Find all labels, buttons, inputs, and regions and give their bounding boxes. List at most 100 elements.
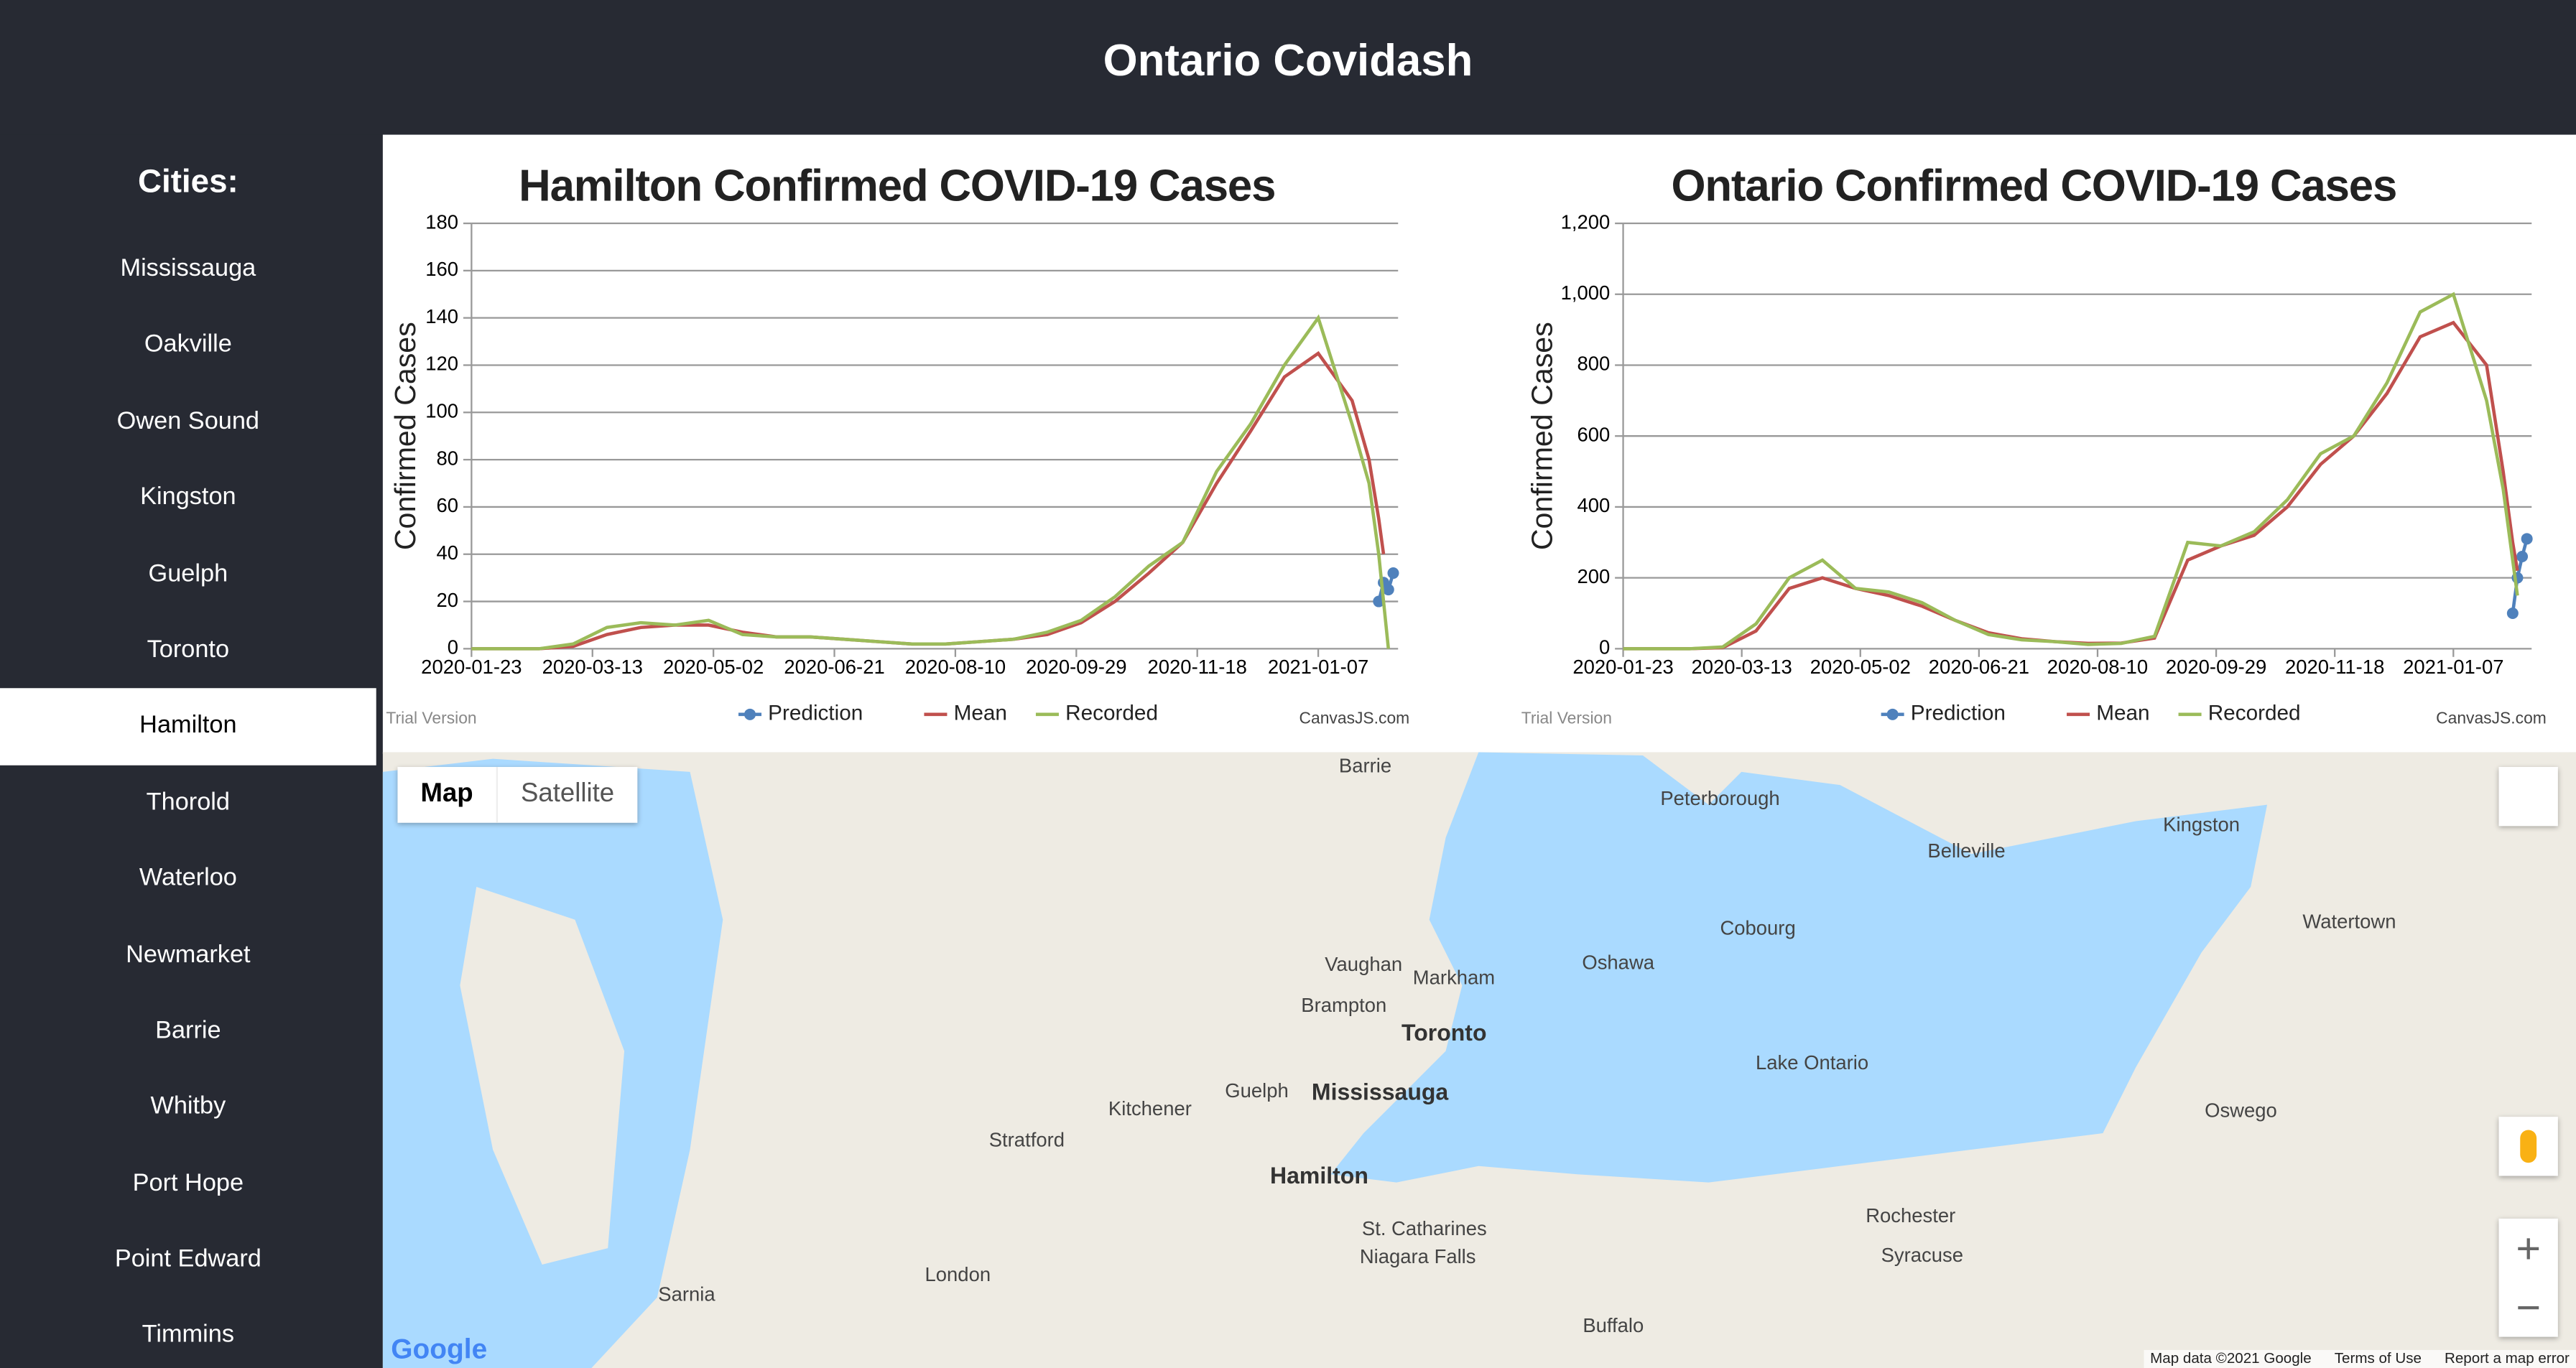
satellite-button[interactable]: Satellite <box>496 767 638 823</box>
y-tick-label: 0 <box>448 636 458 659</box>
map-label: Oshawa <box>1582 951 1654 974</box>
map-label: Barrie <box>1339 754 1391 776</box>
data-point <box>1373 595 1385 608</box>
y-tick-label: 40 <box>437 541 459 564</box>
fullscreen-button[interactable] <box>2498 767 2558 827</box>
x-tick-label: 2020-06-21 <box>784 656 884 678</box>
map-label: Peterborough <box>1660 787 1779 809</box>
y-tick-label: 180 <box>425 210 458 233</box>
watermark: Trial Version <box>1521 709 1612 727</box>
zoom-in[interactable]: + <box>2516 1223 2542 1273</box>
map-label: Hamilton <box>1270 1163 1368 1188</box>
city-item[interactable]: Thorold <box>146 788 231 816</box>
city-item[interactable]: Barrie <box>155 1016 221 1045</box>
y-axis-label: Confirmed Cases <box>389 322 422 550</box>
city-item[interactable]: Guelph <box>148 559 228 587</box>
city-item[interactable]: Oakville <box>144 330 232 359</box>
legend-label: Recorded <box>2208 702 2301 725</box>
city-item[interactable]: Hamilton <box>0 689 376 766</box>
x-tick-label: 2021-01-07 <box>1268 656 1368 678</box>
zoom-out[interactable]: − <box>2516 1283 2542 1332</box>
x-tick-label: 2020-08-10 <box>2047 656 2148 678</box>
legend-marker <box>744 708 756 720</box>
chart-panel <box>382 134 2576 754</box>
sidebar: Cities: Mississauga Oakville Owen Sound Kin… <box>0 134 376 1368</box>
y-tick-label: 0 <box>1599 636 1610 659</box>
y-tick-label: 800 <box>1577 353 1610 375</box>
map-type-control: Map Satellite <box>397 767 638 823</box>
city-item[interactable]: Waterloo <box>139 864 237 893</box>
x-tick-label: 2020-03-13 <box>1691 656 1792 678</box>
pegman[interactable] <box>2498 1117 2558 1176</box>
y-tick-label: 1,200 <box>1561 210 1611 233</box>
map-label: Markham <box>1413 966 1495 988</box>
terms-link[interactable]: Terms of Use <box>2334 1349 2422 1367</box>
data-point <box>2521 533 2533 545</box>
map-label: Watertown <box>2302 911 2396 933</box>
credit: CanvasJS.com <box>1299 709 1410 727</box>
city-item[interactable]: Kingston <box>140 483 236 511</box>
map-label: St. Catharines <box>1362 1217 1487 1239</box>
y-tick-label: 140 <box>425 305 458 327</box>
chart-title: Ontario Confirmed COVID-19 Cases <box>1671 161 2396 210</box>
report-link[interactable]: Report a map error <box>2444 1349 2570 1367</box>
map-label: Lake Ontario <box>1756 1051 1868 1074</box>
michigan-thumb <box>460 886 625 1265</box>
map-label: Kitchener <box>1108 1097 1192 1120</box>
city-item[interactable]: Mississauga <box>120 254 256 283</box>
y-tick-label: 100 <box>425 400 458 422</box>
map-label: Rochester <box>1866 1204 1955 1227</box>
chart-title: Hamilton Confirmed COVID-19 Cases <box>519 161 1275 210</box>
x-tick-label: 2020-08-10 <box>905 656 1006 678</box>
map-label: Cobourg <box>1720 917 1795 939</box>
map-label: Vaughan <box>1325 953 1402 975</box>
x-tick-label: 2020-05-02 <box>1810 656 1911 678</box>
legend-label: Recorded <box>1065 702 1158 725</box>
legend-marker <box>1886 708 1899 720</box>
map-footer: Map data ©2021 Google Terms of Use Repor… <box>2143 1349 2576 1368</box>
x-tick-label: 2020-09-29 <box>2166 656 2266 678</box>
x-tick-label: 2020-01-23 <box>1572 656 1673 678</box>
map-label: Kingston <box>2163 814 2240 836</box>
x-tick-label: 2020-09-29 <box>1026 656 1126 678</box>
map-label: Stratford <box>989 1129 1065 1151</box>
map-label: Oswego <box>2205 1099 2277 1122</box>
data-point <box>1387 567 1399 580</box>
x-tick-label: 2020-03-13 <box>542 656 643 678</box>
city-item[interactable]: Toronto <box>147 635 230 664</box>
map-label: Brampton <box>1301 994 1386 1016</box>
legend-label: Mean <box>2096 702 2149 725</box>
map-label: Sarnia <box>658 1283 715 1306</box>
data-point <box>1382 584 1394 596</box>
city-item[interactable]: Owen Sound <box>116 406 260 435</box>
zoom-control: + − <box>2498 1218 2558 1337</box>
legend-label: Prediction <box>768 702 863 725</box>
city-item[interactable]: Timmins <box>142 1321 235 1349</box>
city-item[interactable]: Whitby <box>150 1092 226 1121</box>
city-item[interactable]: Point Edward <box>114 1244 261 1273</box>
credit: CanvasJS.com <box>2436 709 2547 727</box>
legend-label: Prediction <box>1911 702 2006 725</box>
map-label: Mississauga <box>1312 1079 1449 1105</box>
y-tick-label: 160 <box>425 258 458 280</box>
city-item[interactable]: Port Hope <box>132 1168 244 1197</box>
app-header: Ontario Covidash <box>0 0 2576 135</box>
map-button[interactable]: Map <box>420 780 473 809</box>
city-item[interactable]: Newmarket <box>126 940 251 969</box>
series-line <box>471 314 1391 651</box>
x-tick-label: 2020-06-21 <box>1929 656 2029 678</box>
y-tick-label: 200 <box>1577 565 1610 587</box>
x-tick-label: 2020-05-02 <box>663 656 764 678</box>
watermark: Trial Version <box>386 709 476 727</box>
data-point <box>2516 551 2529 563</box>
x-tick-label: 2020-11-18 <box>2285 656 2384 678</box>
map-label: Buffalo <box>1583 1314 1644 1336</box>
x-tick-label: 2020-11-18 <box>1148 656 1247 678</box>
y-tick-label: 60 <box>437 494 459 516</box>
series-line <box>1623 292 2519 651</box>
y-tick-label: 20 <box>437 589 459 611</box>
y-tick-label: 80 <box>437 447 459 469</box>
